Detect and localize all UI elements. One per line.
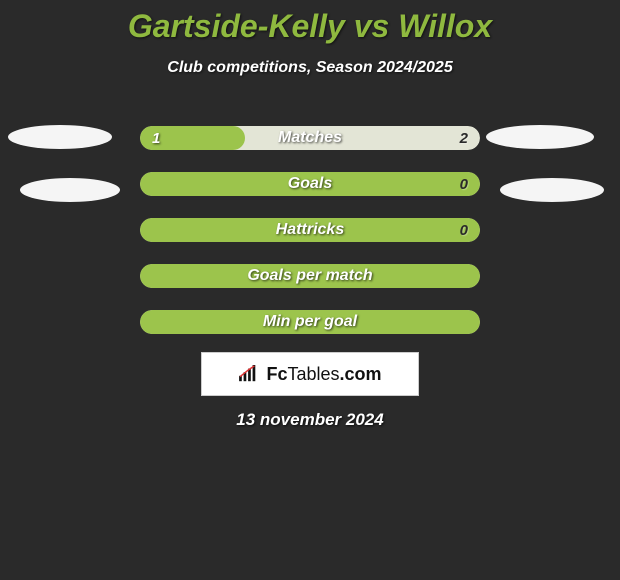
- stat-bar-row: Goals0: [140, 172, 480, 196]
- bar-label: Goals: [140, 172, 480, 196]
- root: Gartside-Kelly vs Willox Club competitio…: [0, 0, 620, 580]
- stat-bar-row: Matches1 2: [140, 126, 480, 150]
- bar-label: Matches: [140, 126, 480, 150]
- bar-label: Min per goal: [140, 310, 480, 334]
- stat-bar-row: Min per goal: [140, 310, 480, 334]
- bar-value-right: 0: [460, 218, 468, 242]
- bar-value-right: 2: [460, 126, 468, 150]
- team-badge-placeholder: [20, 178, 120, 202]
- team-badge-placeholder: [500, 178, 604, 202]
- bar-label: Hattricks: [140, 218, 480, 242]
- bar-label: Goals per match: [140, 264, 480, 288]
- fctables-logo-card: FcTables.com: [201, 352, 419, 396]
- logo-part-fc: Fc: [266, 364, 287, 384]
- bar-chart-icon: [238, 365, 260, 383]
- logo-part-com: .com: [340, 364, 382, 384]
- stat-bar-row: Goals per match: [140, 264, 480, 288]
- date-label: 13 november 2024: [0, 410, 620, 430]
- logo-text: FcTables.com: [266, 364, 381, 385]
- page-title: Gartside-Kelly vs Willox: [0, 0, 620, 45]
- team-badge-placeholder: [486, 125, 594, 149]
- stat-bars: Matches12Goals0Hattricks0Goals per match…: [140, 126, 480, 356]
- subtitle: Club competitions, Season 2024/2025: [0, 59, 620, 77]
- bar-value-left: 1: [152, 126, 160, 150]
- logo-part-tables: Tables: [287, 364, 339, 384]
- stat-bar-row: Hattricks0: [140, 218, 480, 242]
- bar-value-right: 0: [460, 172, 468, 196]
- team-badge-placeholder: [8, 125, 112, 149]
